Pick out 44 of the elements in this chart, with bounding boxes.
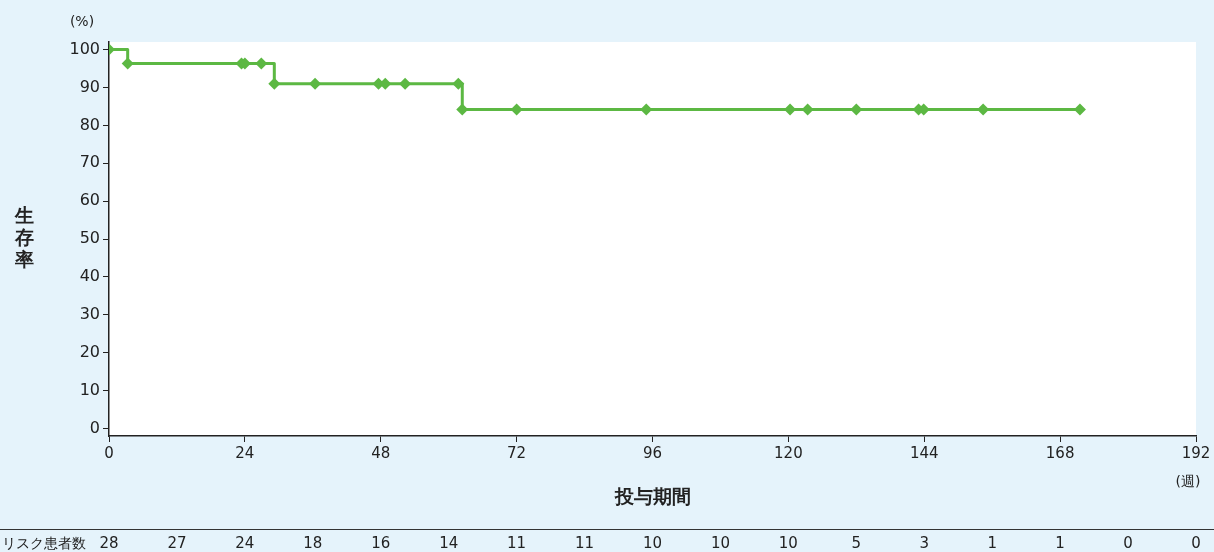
y-tick-label: 90 <box>79 76 100 96</box>
text: 10 <box>642 533 663 552</box>
text: 16 <box>371 533 391 552</box>
x-tick-label: 48 <box>371 443 391 462</box>
y-tick-label: 100 <box>69 38 100 58</box>
text: 1 <box>987 533 997 552</box>
x-tick-label: 192 <box>1181 443 1211 462</box>
y-tick-label: 0 <box>89 417 100 437</box>
x-tick-label: 168 <box>1045 443 1075 462</box>
text: 18 <box>303 533 323 552</box>
y-tick-label: 30 <box>79 303 100 323</box>
text: リスク患者数 <box>2 534 86 551</box>
y-tick-label: 10 <box>79 379 100 399</box>
point <box>268 77 281 90</box>
y-axis-title: 生存率 <box>13 203 34 270</box>
text: 0 <box>1191 533 1201 552</box>
text: 11 <box>575 533 595 552</box>
x-tick-label: 24 <box>235 443 255 462</box>
text: 27 <box>167 533 187 552</box>
y-tick-label: 50 <box>79 228 100 248</box>
text: 28 <box>99 533 119 552</box>
text: 5 <box>851 533 862 552</box>
text: 3 <box>919 533 930 552</box>
y-tick-label: 40 <box>79 266 100 286</box>
text: 24 <box>235 533 255 552</box>
text: (%) <box>69 12 95 29</box>
text: 11 <box>507 533 527 552</box>
text: 0 <box>1123 533 1133 552</box>
text: 14 <box>439 533 459 552</box>
x-tick-label: 72 <box>507 443 527 462</box>
x-tick-label: 120 <box>774 443 803 462</box>
x-tick-label: 144 <box>909 443 939 462</box>
text: 10 <box>710 533 730 552</box>
text: 1 <box>1055 533 1065 552</box>
y-tick-label: 60 <box>79 190 100 210</box>
x-tick-label: 96 <box>642 443 663 462</box>
x-tick-label: 0 <box>104 443 114 462</box>
point <box>452 77 465 90</box>
y-tick-label: 80 <box>79 114 100 134</box>
x-axis-title: 投与期間 <box>613 484 691 507</box>
text: 10 <box>778 533 798 552</box>
y-tick-label: 70 <box>79 152 100 172</box>
text: (週) <box>1175 472 1201 489</box>
y-tick-label: 20 <box>79 341 100 361</box>
